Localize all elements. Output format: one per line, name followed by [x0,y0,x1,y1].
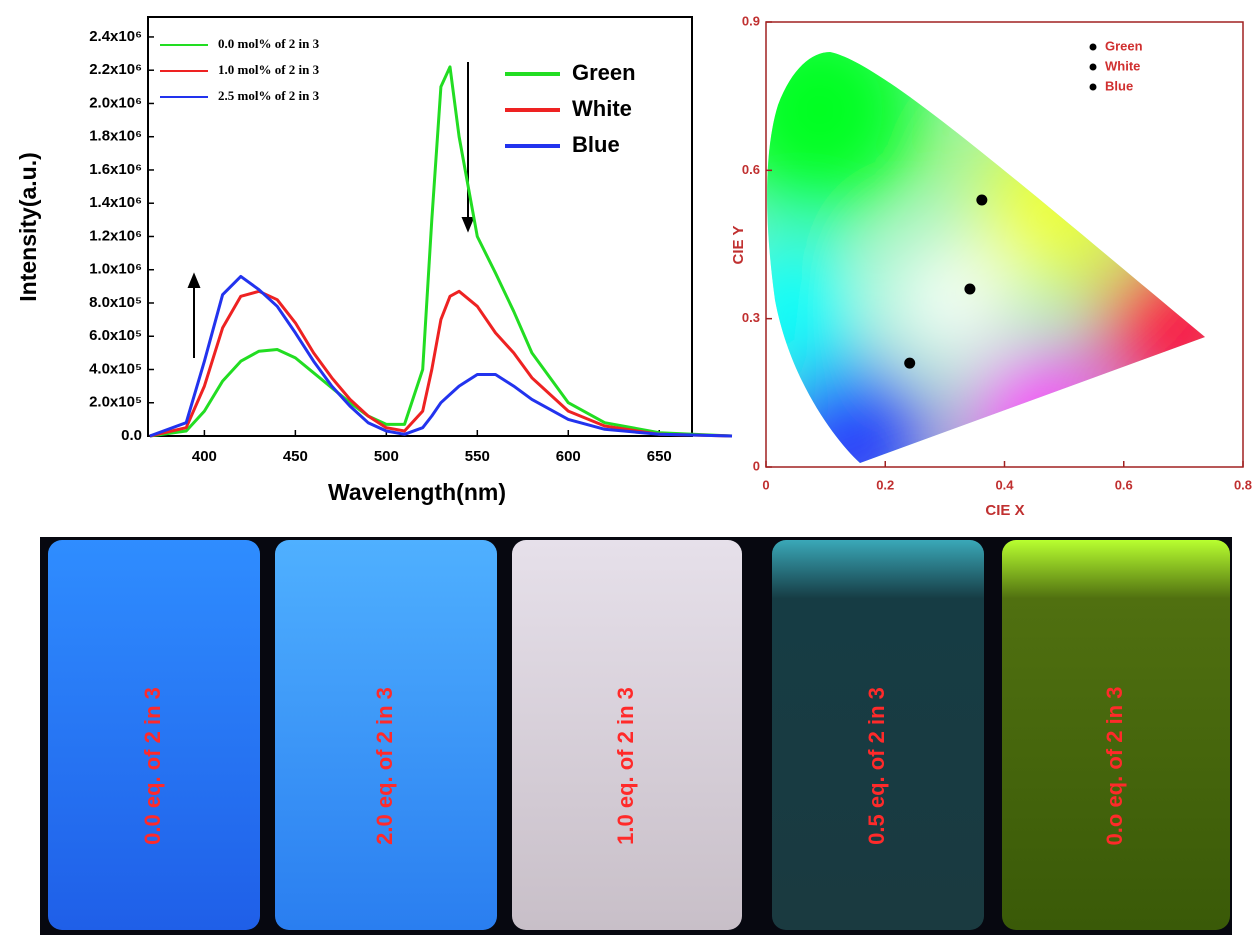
legend-label: 1.0 mol% of 2 in 3 [218,62,320,77]
vial-label: 0.o eq. of 2 in 3 [1102,687,1127,846]
x-tick-label: 0.6 [1115,477,1133,492]
vial-label: 1.0 eq. of 2 in 3 [613,687,638,845]
legend-name: White [572,96,632,121]
y-tick-label: 2.0x10⁵ [89,394,142,411]
figure: 0.0 2.0x10⁵ 4.0x10⁵ 6.0x10⁵ 8.0x10⁵ 1.0x10⁶ 1.… [0,0,1254,935]
y-axis-label: CIE Y [730,226,747,265]
legend-name: White [1105,58,1140,73]
y-tick-label: 2.4x10⁶ [89,28,142,45]
legend-name: Green [1105,38,1143,53]
x-tick-label: 0.4 [995,477,1014,492]
scatter-point [976,195,987,206]
y-tick-label: 0 [753,458,760,473]
y-tick-label: 0.0 [121,427,142,444]
legend-label: 0.0 mol% of 2 in 3 [218,36,320,51]
vial-label: 0.0 eq. of 2 in 3 [140,687,165,845]
vial-label: 0.5 eq. of 2 in 3 [864,687,889,845]
x-tick-label: 450 [283,448,308,465]
x-axis-label: CIE X [985,502,1024,519]
y-tick-label: 2.2x10⁶ [89,61,142,78]
y-tick-label: 1.6x10⁶ [89,161,142,178]
y-tick-label: 1.0x10⁶ [89,261,142,278]
line-series [150,67,732,436]
x-tick-label: 0.8 [1234,477,1252,492]
x-tick-label: 600 [556,448,581,465]
legend-name: Green [572,60,636,85]
y-tick-label: 6.0x10⁵ [89,327,142,344]
x-tick-label: 0.2 [876,477,894,492]
x-tick-label: 500 [374,448,399,465]
x-tick-label: 550 [465,448,490,465]
y-tick-label: 1.8x10⁶ [89,128,142,145]
vial-label: 2.0 eq. of 2 in 3 [372,687,397,845]
legend-name: Blue [572,132,620,157]
y-axis-label: Intensity(a.u.) [15,152,41,302]
legend-marker [1090,44,1097,51]
x-tick-label: 0 [762,477,769,492]
y-tick-label: 0.6 [742,162,760,177]
y-tick-label: 1.4x10⁶ [89,194,142,211]
cie-gamut [710,0,1254,520]
x-tick-label: 650 [647,448,672,465]
legend-marker [1090,84,1097,91]
x-tick-label: 400 [192,448,217,465]
legend-marker [1090,64,1097,71]
y-tick-label: 4.0x10⁵ [89,360,142,377]
x-axis-label: Wavelength(nm) [328,479,506,505]
legend-name: Blue [1105,78,1133,93]
y-tick-label: 8.0x10⁵ [89,294,142,311]
legend-label: 2.5 mol% of 2 in 3 [218,88,320,103]
y-tick-label: 0.3 [742,310,760,325]
y-tick-label: 2.0x10⁶ [89,94,142,111]
y-tick-label: 1.2x10⁶ [89,227,142,244]
y-tick-label: 0.9 [742,13,760,28]
scatter-point [904,358,915,369]
scatter-point [964,284,975,295]
